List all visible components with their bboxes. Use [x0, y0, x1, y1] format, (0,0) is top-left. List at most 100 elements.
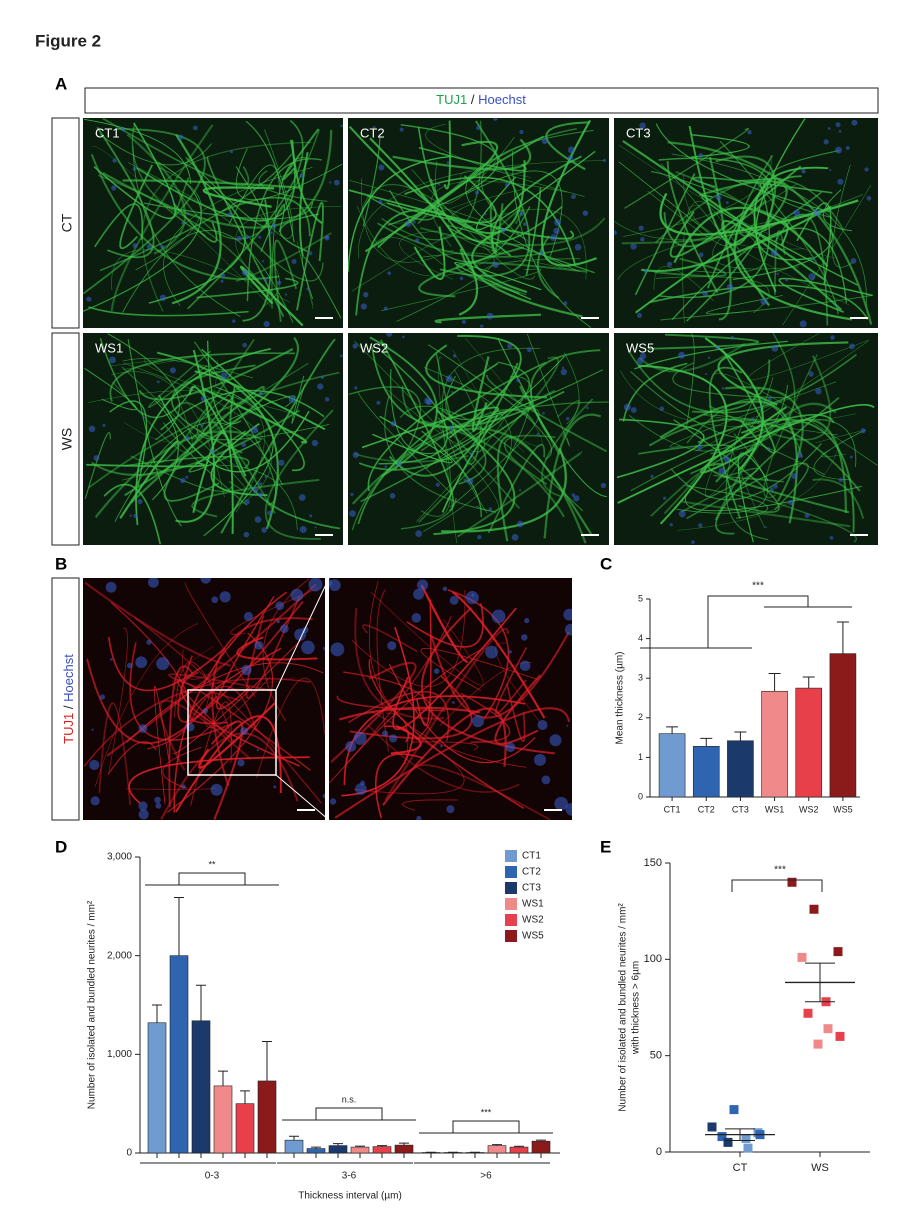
nucleus — [129, 514, 132, 517]
nucleus — [516, 520, 524, 528]
nucleus — [516, 378, 521, 383]
y-tick-label: 5 — [638, 593, 643, 603]
neurite — [162, 422, 248, 506]
nucleus — [823, 139, 829, 145]
nucleus — [835, 146, 843, 154]
nucleus — [135, 656, 148, 669]
error-bar — [700, 737, 713, 747]
nucleus — [459, 276, 464, 281]
nucleus — [288, 396, 296, 404]
nucleus — [804, 513, 810, 518]
neurite — [102, 118, 250, 187]
neurite — [291, 375, 306, 424]
nucleus — [243, 611, 254, 622]
nucleus — [242, 342, 247, 348]
bar — [795, 687, 823, 798]
nucleus — [256, 749, 260, 752]
nucleus — [138, 801, 148, 811]
nucleus — [835, 122, 841, 128]
nucleus — [86, 296, 92, 302]
significance-bracket — [452, 1120, 520, 1133]
neurite — [422, 367, 512, 532]
neurite — [659, 192, 859, 236]
significance: *** — [481, 1107, 492, 1117]
nucleus — [261, 527, 267, 533]
micrograph-bg — [348, 333, 609, 545]
neurite — [245, 120, 295, 243]
image-label: CT1 — [95, 125, 120, 140]
nucleus — [181, 784, 186, 790]
neurite — [130, 455, 232, 492]
neurite — [168, 665, 194, 807]
neurite — [343, 671, 433, 741]
neurite — [190, 701, 232, 806]
nucleus — [299, 526, 307, 534]
neurite — [489, 202, 504, 254]
data-point — [835, 1031, 845, 1041]
neurite — [108, 627, 128, 772]
nucleus — [566, 416, 570, 421]
stain-name: TUJ1 — [436, 92, 467, 107]
nucleus — [276, 280, 282, 285]
nucleus — [702, 290, 708, 297]
neurite — [416, 599, 432, 727]
stain-name: TUJ1 — [61, 713, 76, 744]
neurite — [465, 338, 543, 447]
neurite — [441, 414, 499, 513]
nucleus — [536, 432, 540, 436]
nucleus — [830, 335, 835, 340]
nucleus — [461, 319, 467, 324]
nucleus — [445, 375, 453, 383]
x-tick-label: WS2 — [799, 804, 819, 814]
nucleus — [258, 482, 262, 486]
nucleus — [582, 210, 589, 216]
data-point — [797, 952, 807, 962]
nucleus — [298, 494, 306, 501]
neurite — [107, 741, 157, 775]
nucleus — [488, 507, 493, 512]
neurite — [396, 252, 495, 322]
neurite — [719, 140, 839, 315]
nucleus — [211, 596, 219, 604]
neurite — [172, 202, 218, 243]
bar — [372, 1146, 392, 1154]
nucleus — [454, 220, 457, 224]
legend-swatch — [505, 866, 517, 878]
neurite — [371, 346, 565, 428]
nucleus — [308, 251, 313, 256]
nucleus — [764, 526, 767, 529]
nucleus — [264, 475, 268, 479]
neurite — [84, 582, 231, 667]
neurite — [182, 649, 222, 680]
neurite — [506, 683, 526, 743]
neurite — [119, 439, 179, 519]
nucleus — [236, 235, 242, 242]
neurite — [99, 338, 196, 418]
neurite — [348, 155, 453, 272]
bar — [306, 1148, 326, 1154]
neurite — [496, 376, 532, 480]
neurite — [404, 176, 577, 266]
error-bar — [174, 896, 184, 956]
nucleus — [340, 124, 343, 128]
neurite — [420, 607, 555, 755]
nucleus — [715, 194, 722, 201]
neurite — [721, 220, 842, 311]
nucleus — [788, 499, 794, 506]
neurite — [166, 632, 273, 813]
nucleus — [90, 796, 100, 806]
significance-bracket — [707, 595, 809, 648]
nucleus — [797, 452, 803, 458]
legend-label: WS1 — [522, 899, 544, 910]
neurite — [622, 362, 688, 422]
nucleus — [602, 158, 606, 163]
nucleus — [463, 478, 467, 482]
neurite — [413, 226, 446, 281]
nucleus — [808, 371, 814, 377]
nucleus — [452, 354, 457, 358]
neurite — [107, 637, 226, 692]
error-bar — [836, 621, 849, 654]
x-tick-label: WS5 — [833, 804, 853, 814]
nucleus — [169, 367, 176, 374]
nucleus — [307, 260, 310, 264]
